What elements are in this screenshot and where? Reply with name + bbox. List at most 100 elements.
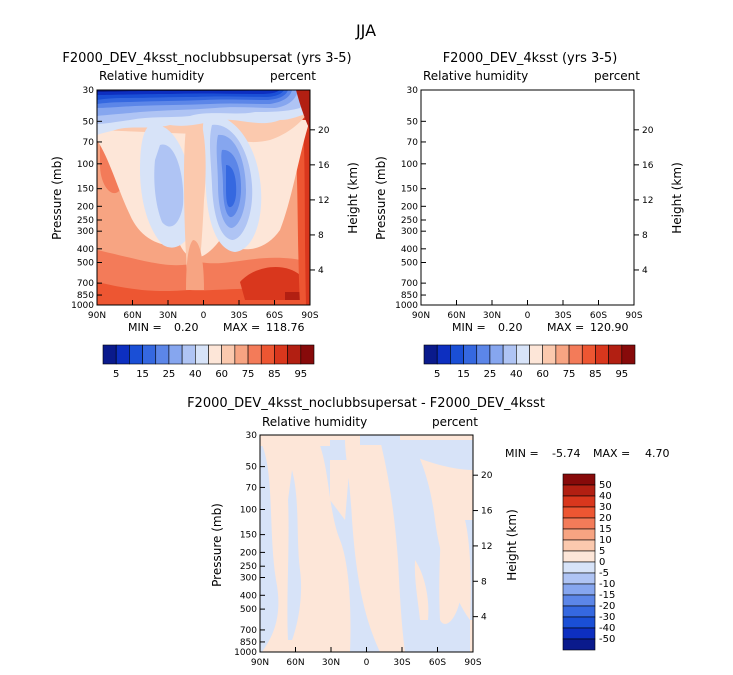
y-tick-label: 200 xyxy=(240,548,257,558)
colorbar-label: 75 xyxy=(242,369,255,380)
colorbar-swatch xyxy=(423,344,438,365)
colorbar-swatch xyxy=(562,616,596,629)
y-tick-label: 850 xyxy=(77,291,94,301)
colorbar-swatch xyxy=(562,495,596,508)
x-tick-label: 60N xyxy=(286,658,304,668)
y2-tick-label: 20 xyxy=(318,126,330,136)
colorbar-swatch xyxy=(155,344,170,365)
x-tick-label: 90N xyxy=(412,311,430,321)
y-tick-label: 150 xyxy=(77,185,94,195)
colorbar-label: 95 xyxy=(294,369,307,380)
colorbar-label: 5 xyxy=(113,369,119,380)
colorbar-swatch xyxy=(450,344,464,365)
min-value: 0.20 xyxy=(174,321,199,334)
stats-readout: MIN = 0.20 MAX = 120.90 xyxy=(452,321,629,334)
field-label: Relative humidity xyxy=(262,415,367,429)
units-label: percent xyxy=(270,69,316,83)
y-tick-label: 30 xyxy=(246,431,258,441)
y-tick-label: 500 xyxy=(401,259,418,269)
panel-title: F2000_DEV_4ksst_noclubbsupersat - F2000_… xyxy=(187,396,545,411)
y2-tick-label: 8 xyxy=(481,577,487,587)
colorbar-swatch xyxy=(562,506,596,519)
panel-left: F2000_DEV_4ksst_noclubbsupersat (yrs 3-5… xyxy=(50,51,360,380)
y-tick-label: 300 xyxy=(77,227,94,237)
y2-tick-label: 16 xyxy=(481,507,493,517)
colorbar-swatch xyxy=(562,561,596,574)
y2-tick-label: 8 xyxy=(642,231,648,241)
colorbar-label: 0 xyxy=(599,557,605,568)
colorbar-swatch xyxy=(529,344,543,365)
colorbar-swatch xyxy=(562,473,596,486)
y-tick-label: 700 xyxy=(77,279,94,289)
colorbar-swatch xyxy=(234,344,249,365)
y-tick-label: 30 xyxy=(83,86,95,96)
y-axis-label: Pressure (mb) xyxy=(50,156,64,240)
y-tick-label: 400 xyxy=(77,245,94,255)
y-tick-label: 700 xyxy=(401,279,418,289)
colorbar-label: 75 xyxy=(563,369,576,380)
colorbar-label: -10 xyxy=(599,579,615,590)
colorbar-label: 30 xyxy=(599,502,612,513)
max-label: MAX = xyxy=(223,321,260,334)
colorbar-label: 95 xyxy=(615,369,628,380)
x-tick-label: 30S xyxy=(230,311,247,321)
colorbar-label: 85 xyxy=(589,369,602,380)
y-tick-label: 300 xyxy=(240,573,257,583)
super-title: JJA xyxy=(355,21,376,40)
y-tick-label: 250 xyxy=(401,216,418,226)
colorbar-label: 40 xyxy=(599,491,612,502)
y2-tick-label: 12 xyxy=(318,196,329,206)
colorbar-swatch xyxy=(195,344,209,365)
colorbar-swatch xyxy=(581,344,596,365)
y2-tick-label: 4 xyxy=(318,266,324,276)
min-label: MIN = xyxy=(128,321,162,334)
colorbar-swatch xyxy=(542,344,557,365)
contour-field xyxy=(260,435,473,652)
y-tick-label: 100 xyxy=(77,160,94,170)
colorbar-swatch xyxy=(168,344,183,365)
colorbar-swatch xyxy=(568,344,583,365)
units-label: percent xyxy=(594,69,640,83)
x-tick-label: 0 xyxy=(525,311,531,321)
y-tick-label: 150 xyxy=(240,531,257,541)
colorbar-swatch xyxy=(562,484,596,497)
x-tick-label: 90S xyxy=(464,658,481,668)
colorbar-label: 60 xyxy=(215,369,228,380)
x-tick-label: 90S xyxy=(301,311,318,321)
colorbar-swatch xyxy=(562,528,596,541)
colorbar-swatch xyxy=(562,550,596,563)
y2-tick-label: 16 xyxy=(318,161,330,171)
y-tick-label: 70 xyxy=(83,138,95,148)
contour-field xyxy=(421,90,634,305)
y-tick-label: 250 xyxy=(240,562,257,572)
y-tick-label: 70 xyxy=(407,138,419,148)
colorbar-swatch xyxy=(142,344,157,365)
y-tick-label: 1000 xyxy=(71,301,94,311)
x-tick-label: 60S xyxy=(266,311,283,321)
y2-tick-label: 4 xyxy=(642,266,648,276)
colorbar-swatch xyxy=(502,344,517,365)
y-tick-label: 100 xyxy=(401,160,418,170)
colorbar-label: 20 xyxy=(599,513,612,524)
y2-axis-label: Height (km) xyxy=(346,162,360,233)
y-tick-label: 200 xyxy=(77,202,94,212)
units-label: percent xyxy=(432,415,478,429)
colorbar-label: -20 xyxy=(599,601,615,612)
y-tick-label: 100 xyxy=(240,506,257,516)
y-tick-label: 30 xyxy=(407,86,419,96)
x-tick-label: 30S xyxy=(393,658,410,668)
colorbar-label: 15 xyxy=(599,524,612,535)
min-label: MIN = xyxy=(505,447,539,460)
colorbar-swatch xyxy=(562,605,596,618)
colorbar-swatch xyxy=(562,638,596,651)
colorbar-swatch xyxy=(274,344,288,365)
x-tick-label: 90N xyxy=(88,311,106,321)
colorbar-swatch xyxy=(562,539,596,552)
colorbar-label: -5 xyxy=(599,568,609,579)
x-tick-label: 60S xyxy=(590,311,607,321)
y-axis-label: Pressure (mb) xyxy=(210,503,224,587)
x-tick-label: 30N xyxy=(159,311,177,321)
colorbar-label: 15 xyxy=(136,369,149,380)
